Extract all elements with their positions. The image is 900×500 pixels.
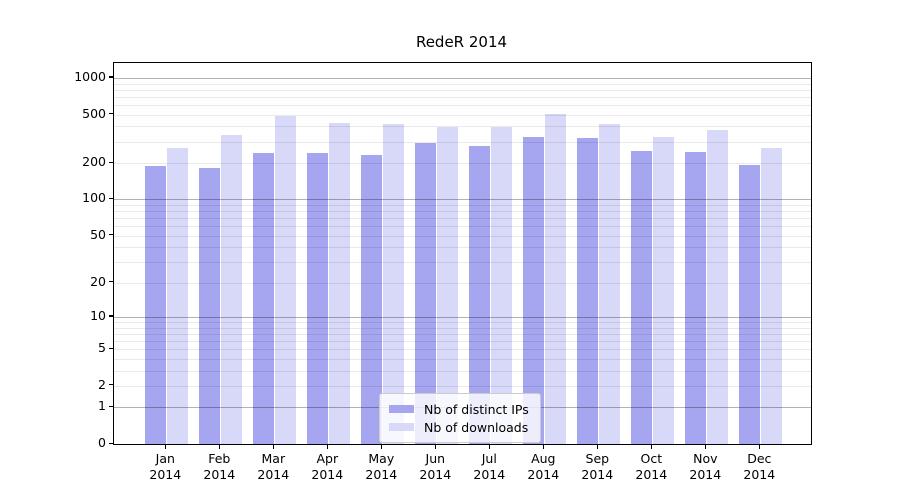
bar-downloads (490, 127, 512, 444)
bar-downloads (274, 116, 296, 444)
y-tick-label: 2 (98, 376, 106, 392)
bar-downloads (436, 126, 458, 444)
y-tick-mark (109, 315, 113, 317)
bar-distinct-ips (576, 137, 599, 444)
x-tick-mark (596, 444, 598, 449)
x-tick-label: Apr 2014 (311, 451, 344, 482)
x-tick-mark (434, 444, 436, 449)
y-tick-label: 20 (90, 273, 106, 289)
y-tick-label: 10 (90, 307, 106, 323)
bar-distinct-ips (144, 165, 167, 444)
x-tick-mark (326, 444, 328, 449)
legend: Nb of distinct IPs Nb of downloads (379, 393, 541, 443)
y-tick-mark (109, 347, 113, 349)
x-tick-label: May 2014 (365, 451, 398, 482)
y-tick-label: 1000 (74, 68, 106, 84)
x-tick-mark (488, 444, 490, 449)
x-tick-mark (650, 444, 652, 449)
x-tick-mark (164, 444, 166, 449)
x-tick-label: Sep 2014 (581, 451, 614, 482)
legend-item-downloads: Nb of downloads (389, 418, 529, 436)
bar-downloads (382, 124, 404, 444)
y-tick-label: 5 (98, 340, 106, 356)
x-tick-mark (704, 444, 706, 449)
x-tick-mark (218, 444, 220, 449)
y-tick-mark (109, 113, 113, 115)
x-tick-label: Dec 2014 (743, 451, 776, 482)
bar-downloads (166, 148, 188, 444)
x-tick-label: Aug 2014 (527, 451, 560, 482)
bar-downloads (652, 136, 674, 444)
y-tick-mark (109, 405, 113, 407)
y-tick-mark (109, 161, 113, 163)
chart-title: RedeR 2014 (415, 33, 508, 51)
y-tick-label: 200 (82, 154, 106, 169)
legend-label-downloads: Nb of downloads (424, 419, 529, 435)
y-tick-mark (109, 234, 113, 236)
bar-downloads (328, 123, 350, 444)
bar-distinct-ips (630, 151, 653, 444)
bar-downloads (220, 135, 242, 444)
distinct-ips-swatch-icon (389, 404, 414, 414)
x-tick-mark (380, 444, 382, 449)
bar-distinct-ips (522, 137, 545, 444)
bar-downloads (544, 114, 566, 444)
x-tick-label: Jun 2014 (419, 451, 452, 482)
bar-distinct-ips (198, 167, 221, 444)
bar-downloads (706, 129, 728, 444)
x-tick-label: Jul 2014 (473, 451, 506, 482)
bar-downloads (760, 147, 782, 444)
bar-distinct-ips (414, 142, 437, 444)
legend-item-distinct-ips: Nb of distinct IPs (389, 400, 529, 418)
y-tick-label: 50 (90, 226, 106, 242)
x-tick-label: Mar 2014 (257, 451, 290, 482)
x-tick-mark (542, 444, 544, 449)
bar-distinct-ips (360, 154, 383, 444)
bar-distinct-ips (306, 152, 329, 444)
bar-distinct-ips (468, 146, 491, 444)
y-tick-mark (109, 197, 113, 200)
x-tick-label: Nov 2014 (689, 451, 722, 482)
y-tick-mark (109, 76, 113, 78)
y-tick-mark (109, 281, 113, 283)
y-tick-label: 500 (82, 105, 106, 121)
y-tick-label: 1 (98, 398, 106, 414)
bar-distinct-ips (684, 151, 707, 444)
bar-distinct-ips (252, 152, 275, 444)
x-tick-mark (272, 444, 274, 449)
x-tick-mark (758, 444, 760, 449)
x-tick-label: Jan 2014 (149, 451, 182, 482)
downloads-swatch-icon (389, 422, 414, 432)
legend-label-distinct-ips: Nb of distinct IPs (424, 401, 529, 417)
x-tick-label: Oct 2014 (635, 451, 668, 482)
y-tick-mark (109, 384, 113, 386)
y-tick-label: 0 (98, 435, 106, 450)
x-tick-label: Feb 2014 (203, 451, 236, 482)
bars-layer (114, 63, 811, 444)
bar-downloads (598, 124, 620, 444)
y-tick-mark (109, 442, 113, 444)
plot-area: Nb of distinct IPs Nb of downloads (113, 62, 812, 445)
bar-distinct-ips (738, 164, 761, 444)
y-tick-label: 100 (82, 190, 106, 206)
